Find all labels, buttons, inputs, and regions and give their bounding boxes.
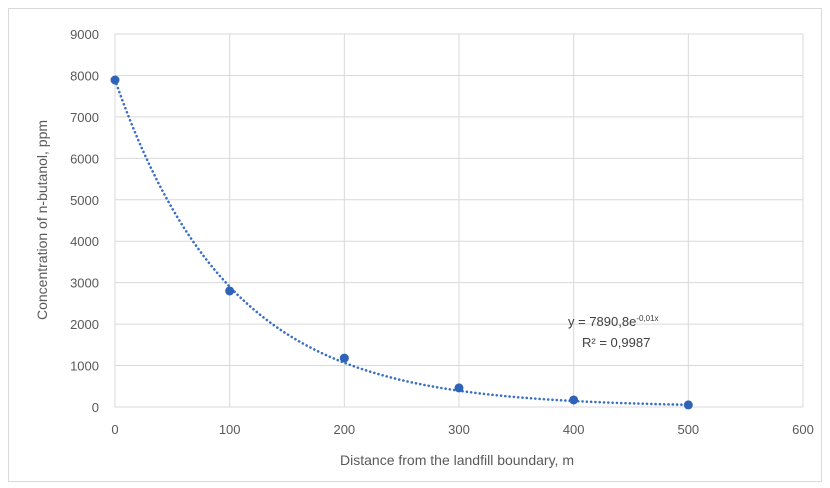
y-tick-label: 4000 [70, 234, 99, 249]
r-squared-label: R² = 0,9987 [582, 335, 650, 350]
y-axis-title: Concentration of n-butanol, ppm [34, 120, 50, 320]
y-tick-label: 7000 [70, 110, 99, 125]
y-tick-label: 0 [92, 400, 99, 415]
x-tick-label: 300 [448, 422, 470, 437]
y-tick-label: 2000 [70, 317, 99, 332]
y-tick-label: 9000 [70, 27, 99, 42]
trendline [113, 78, 690, 407]
y-tick-label: 1000 [70, 359, 99, 374]
y-tick-label: 6000 [70, 151, 99, 166]
data-point [225, 286, 235, 296]
x-tick-label: 200 [333, 422, 355, 437]
y-tick-label: 8000 [70, 68, 99, 83]
x-tick-label: 100 [219, 422, 241, 437]
gridlines [114, 33, 804, 408]
x-tick-labels: 0 100 200 300 400 500 600 [111, 422, 813, 437]
x-tick-label: 600 [792, 422, 814, 437]
x-tick-label: 400 [563, 422, 585, 437]
data-point [339, 353, 349, 363]
data-point [110, 75, 120, 85]
x-axis-title: Distance from the landfill boundary, m [340, 452, 574, 468]
x-tick-label: 500 [677, 422, 699, 437]
data-points [110, 75, 693, 410]
data-point [569, 395, 579, 405]
data-point [683, 400, 693, 410]
data-point [454, 383, 464, 393]
y-tick-labels: 0 1000 2000 3000 4000 5000 6000 7000 8000 9000 [70, 27, 99, 415]
y-tick-label: 3000 [70, 276, 99, 291]
y-tick-label: 5000 [70, 193, 99, 208]
x-tick-label: 0 [111, 422, 118, 437]
trendline-equation: y = 7890,8e-0,01x [568, 314, 659, 329]
